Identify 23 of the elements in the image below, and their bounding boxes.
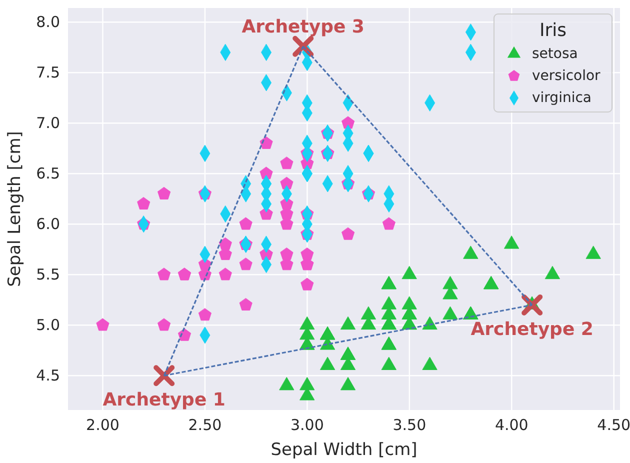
annotation: Archetype 3 — [242, 16, 364, 38]
x-tick-label: 4.50 — [597, 416, 630, 434]
x-tick-label: 2.00 — [86, 416, 120, 434]
y-tick-label: 5.0 — [36, 316, 60, 334]
annotation: Archetype 2 — [470, 318, 594, 340]
y-tick-label: 8.0 — [36, 13, 60, 32]
y-tick-label: 5.5 — [36, 266, 60, 284]
legend-title: Iris — [539, 20, 567, 41]
x-tick-label: 3.00 — [290, 416, 324, 434]
y-tick-label: 4.5 — [36, 366, 60, 385]
x-tick-label: 4.00 — [494, 416, 528, 434]
x-axis-title: Sepal Width [cm] — [270, 440, 418, 460]
y-tick-label: 6.0 — [36, 215, 60, 234]
y-tick-label: 7.0 — [36, 114, 60, 132]
y-axis-title: Sepal Length [cm] — [5, 131, 25, 287]
legend-label: virginica — [532, 90, 592, 106]
legend-label: versicolor — [532, 68, 601, 84]
annotation: Archetype 1 — [102, 390, 226, 411]
y-tick-label: 6.5 — [36, 164, 60, 183]
y-tick-label: 7.5 — [36, 64, 60, 82]
x-tick-label: 3.50 — [392, 416, 426, 434]
x-tick-label: 2.50 — [188, 416, 222, 434]
legend-label: setosa — [532, 46, 578, 62]
